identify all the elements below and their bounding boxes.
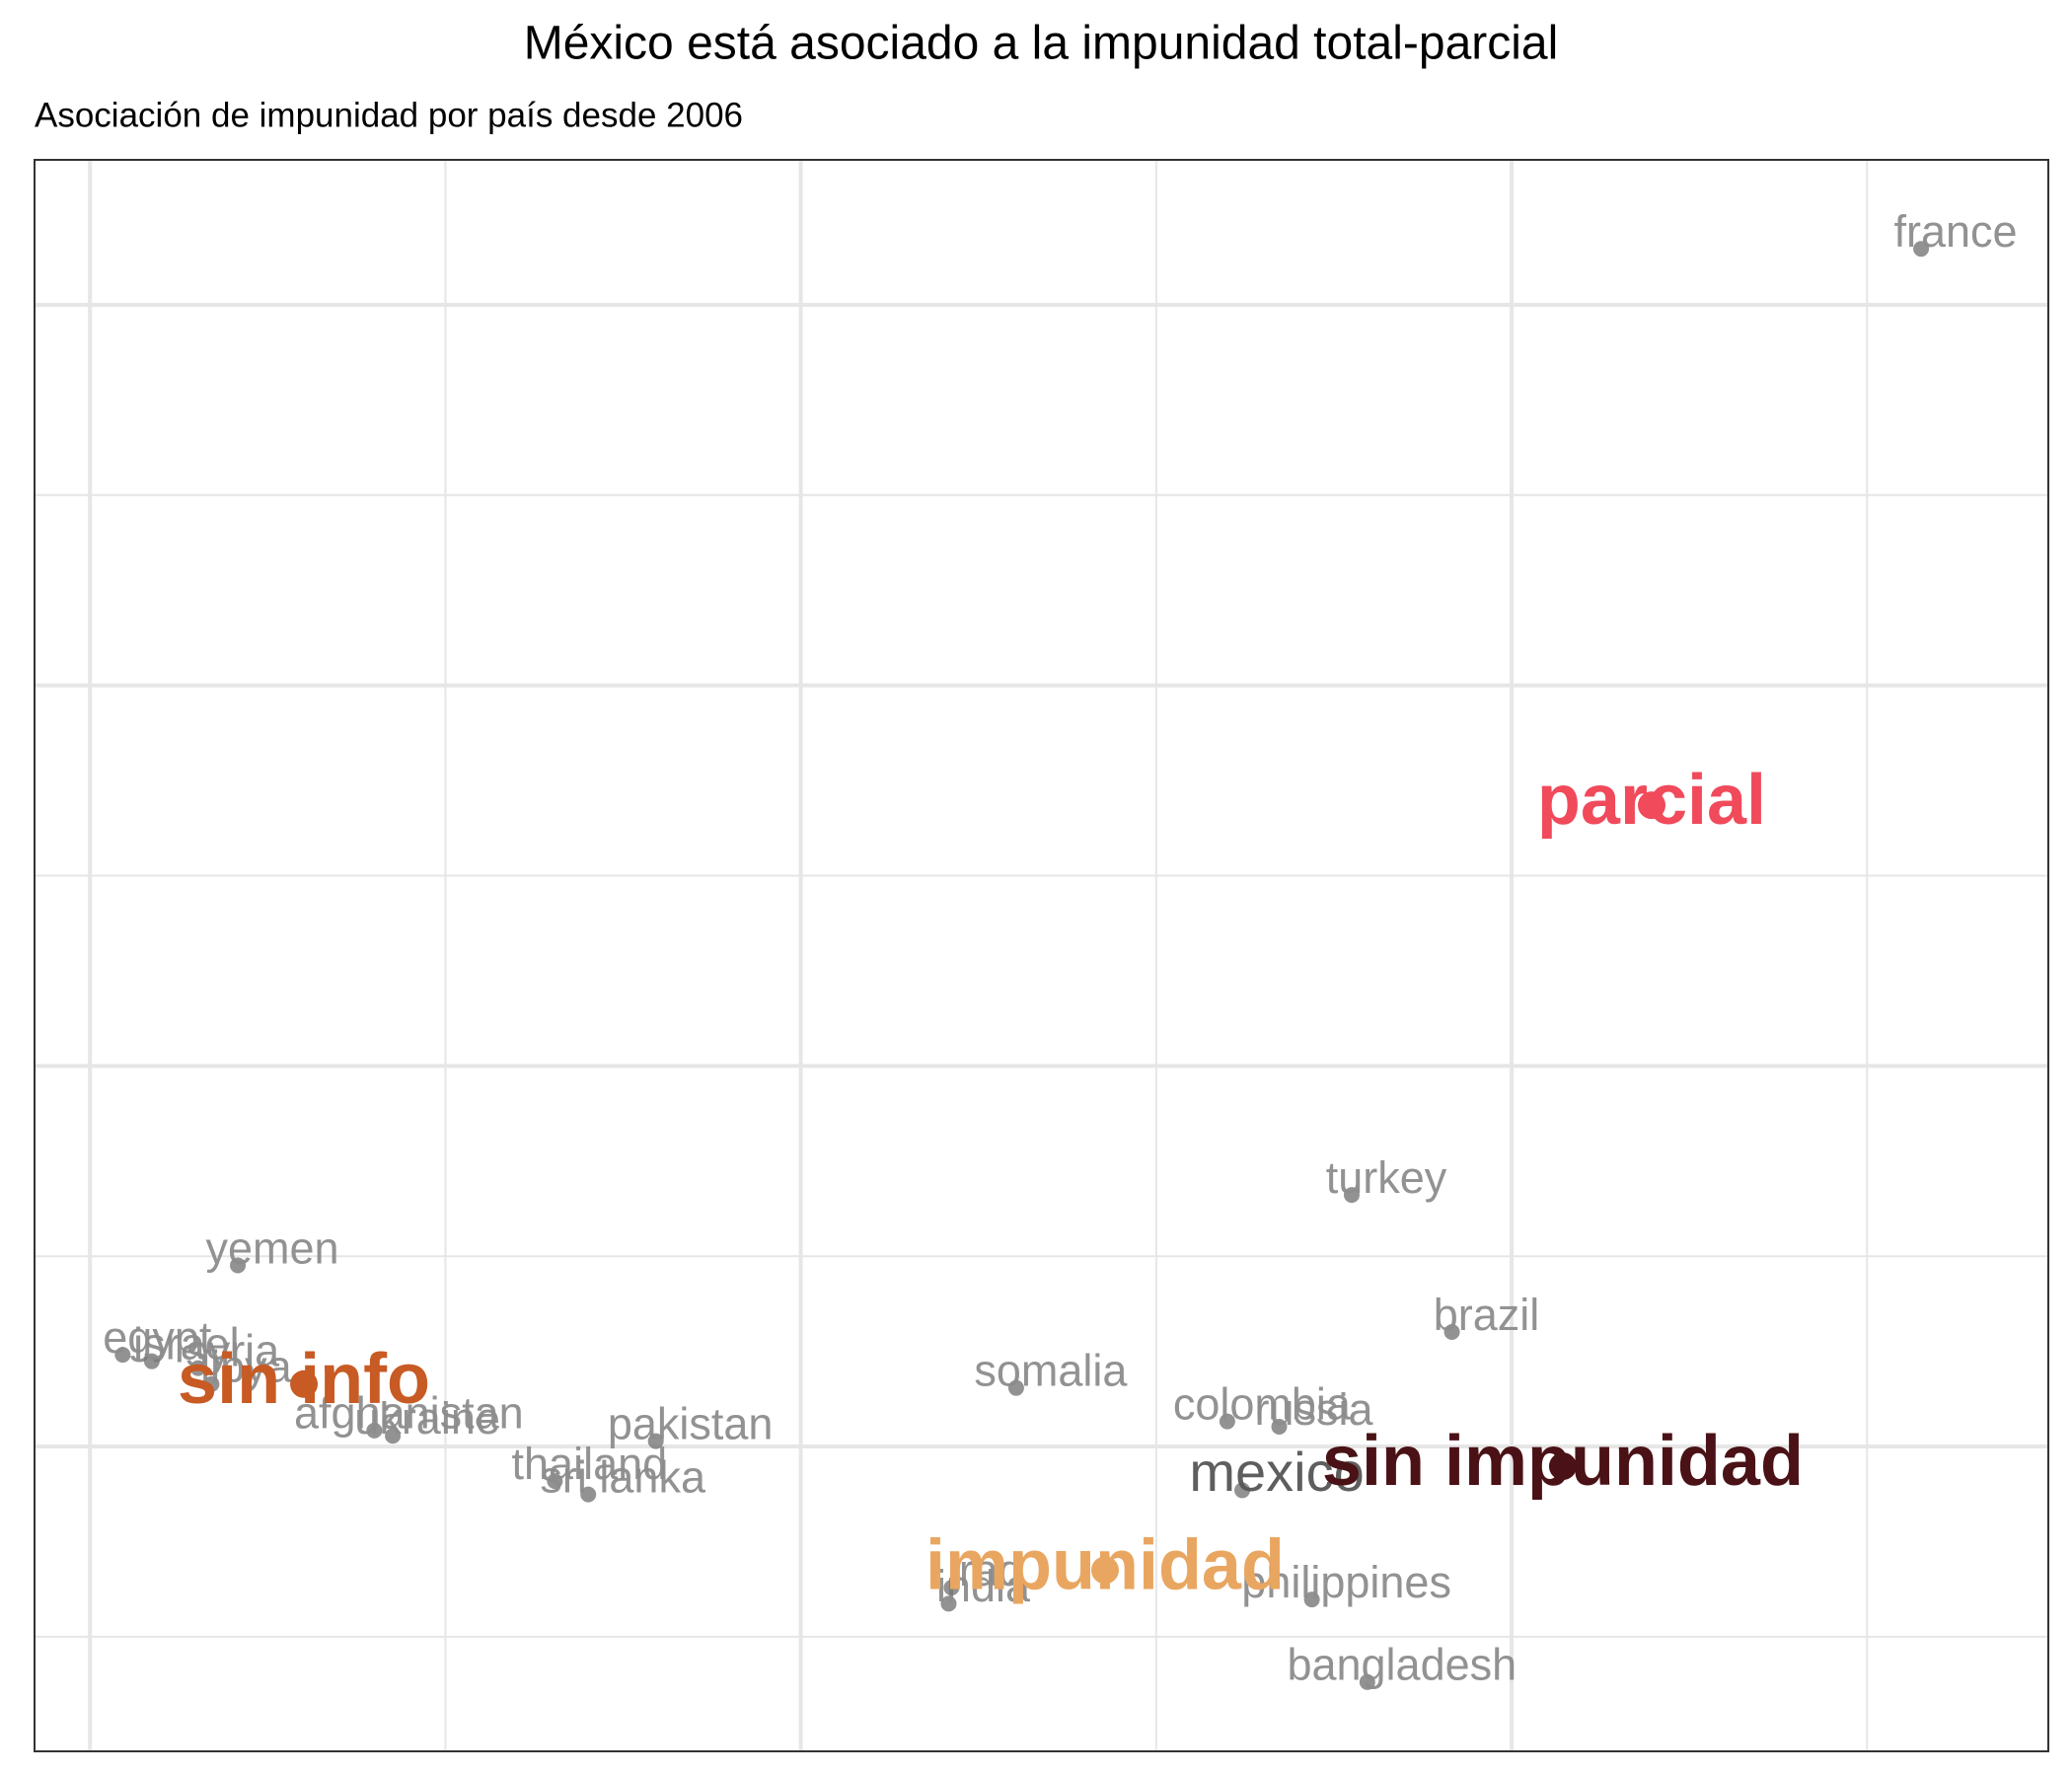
point xyxy=(1090,1556,1119,1585)
point-label: brazil xyxy=(1434,1290,1540,1340)
point-label: sin impunidad xyxy=(1322,1422,1804,1501)
point-label: afghanistan xyxy=(294,1388,524,1439)
point-label: bangladesh xyxy=(1287,1640,1517,1690)
point xyxy=(143,1353,160,1369)
point xyxy=(189,1360,206,1376)
point-label: pakistan xyxy=(608,1399,774,1449)
point-label: somalia xyxy=(974,1346,1128,1396)
point-label: mexico xyxy=(1189,1441,1364,1503)
point-label: russia xyxy=(1254,1384,1373,1435)
point xyxy=(366,1422,383,1439)
point xyxy=(1443,1323,1460,1340)
point xyxy=(1359,1673,1375,1690)
point xyxy=(1219,1413,1235,1430)
point xyxy=(1007,1379,1024,1396)
point-label: egypt xyxy=(103,1312,212,1363)
point-label: colombia xyxy=(1173,1378,1352,1429)
chart-title: México está asociado a la impunidad tota… xyxy=(524,18,1559,70)
point-label: philippines xyxy=(1241,1557,1451,1607)
point-label: yemen xyxy=(206,1222,339,1273)
point-label: thailand xyxy=(512,1439,668,1489)
point xyxy=(940,1595,957,1612)
point-label: syria xyxy=(185,1325,280,1375)
point xyxy=(580,1486,597,1503)
point xyxy=(547,1473,563,1490)
point-label: france xyxy=(1894,206,2018,257)
plot-border xyxy=(34,159,2049,1752)
point xyxy=(1271,1418,1288,1435)
point-label: israel xyxy=(133,1319,240,1369)
point-label: libya xyxy=(200,1342,293,1392)
point xyxy=(1234,1482,1251,1499)
point xyxy=(290,1369,319,1398)
point-label: turkey xyxy=(1326,1152,1447,1203)
point-label: sin info xyxy=(178,1340,430,1419)
point-label: ukraine xyxy=(354,1393,500,1443)
point-label: iraq xyxy=(949,1545,1023,1595)
point xyxy=(1913,241,1930,258)
point xyxy=(203,1375,220,1392)
point-label: sri lanka xyxy=(540,1452,706,1503)
point xyxy=(1303,1591,1320,1608)
point xyxy=(1548,1452,1577,1481)
chart-subtitle: Asociación de impunidad por país desde 2… xyxy=(35,96,743,134)
point-label: impunidad xyxy=(925,1525,1285,1604)
point xyxy=(114,1347,131,1364)
point xyxy=(230,1257,247,1274)
point-label: parcial xyxy=(1537,761,1766,840)
point xyxy=(647,1433,664,1449)
point xyxy=(1343,1187,1360,1204)
point xyxy=(1637,791,1665,820)
point xyxy=(943,1580,960,1596)
point xyxy=(385,1428,402,1444)
